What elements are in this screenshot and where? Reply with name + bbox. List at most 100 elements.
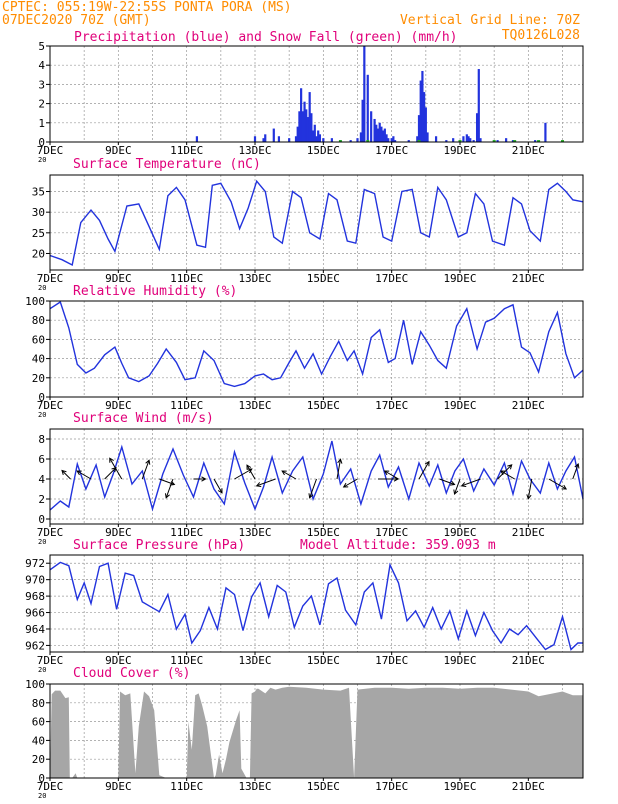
snow-bar xyxy=(458,140,462,142)
x-tick-label: 11DEC xyxy=(170,526,203,539)
precip-bar xyxy=(264,134,267,142)
x-tick-label: 15DEC xyxy=(307,399,340,412)
wind-arrow-shaft xyxy=(461,478,481,487)
x-axis-year-label: 20 xyxy=(38,284,46,292)
precip-bar xyxy=(511,140,515,142)
precip-bar xyxy=(311,130,315,142)
x-tick-label: 11DEC xyxy=(170,272,203,285)
precip-bar xyxy=(462,136,465,142)
precip-bar xyxy=(195,136,199,142)
cloud-cover-area xyxy=(50,686,583,778)
x-tick-label: 17DEC xyxy=(375,144,408,157)
y-tick-label: 962 xyxy=(25,639,45,652)
x-tick-label: 9DEC xyxy=(105,526,132,539)
x-tick-label: 7DEC xyxy=(37,272,64,285)
x-axis-year-label: 20 xyxy=(38,156,46,164)
wind-arrow-shaft xyxy=(234,468,253,480)
precip-bar xyxy=(385,134,388,142)
precip-bar xyxy=(382,130,385,142)
x-tick-label: 19DEC xyxy=(443,399,476,412)
y-tick-label: 100 xyxy=(25,295,45,308)
precip-bar xyxy=(383,128,386,142)
wind-arrow-head xyxy=(217,488,223,494)
wind-arrow-head xyxy=(526,494,532,500)
x-tick-label: 15DEC xyxy=(307,780,340,793)
precip-bar xyxy=(359,132,363,142)
panel-frame xyxy=(49,174,584,271)
wind-arrow-shaft xyxy=(256,478,276,487)
panel-frame xyxy=(49,683,584,779)
precip-bar xyxy=(308,92,311,142)
wind-arrow-shaft xyxy=(548,478,567,490)
wind-arrow xyxy=(193,476,207,482)
precip-bar xyxy=(376,128,380,142)
snow-bar xyxy=(513,140,517,142)
precip-bar xyxy=(313,124,316,142)
wind-arrow xyxy=(572,462,580,480)
x-tick-label: 21DEC xyxy=(512,144,545,157)
wind-arrow-head xyxy=(76,470,82,476)
x-tick-label: 17DEC xyxy=(375,399,408,412)
precip-bar xyxy=(390,138,393,142)
x-tick-label: 21DEC xyxy=(512,272,545,285)
x-tick-label: 9DEC xyxy=(105,780,132,793)
panel-title: Relative Humidity (%) xyxy=(73,284,237,299)
wind-arrow-shaft xyxy=(165,478,174,498)
precip-bar xyxy=(534,140,537,142)
precip-bar xyxy=(477,69,480,142)
wind-arrow-shaft xyxy=(343,478,358,488)
wind-arrow-shaft xyxy=(572,463,579,480)
wind-arrow-shaft xyxy=(527,478,533,499)
wind-arrow xyxy=(308,478,317,499)
wind-arrow-shaft xyxy=(439,478,455,485)
snow-bar xyxy=(366,140,370,142)
wind-arrow-head xyxy=(507,464,513,470)
wind-arrow-head xyxy=(337,458,343,464)
y-tick-label: 968 xyxy=(25,590,45,603)
y-tick-label: 966 xyxy=(25,607,45,620)
wind-arrow-head xyxy=(201,476,207,482)
panel-temp: 20 25 30 35 7DEC 9DEC 11DEC 13DEC 15DEC 17DEC 19DE… xyxy=(32,157,584,292)
precip-bar xyxy=(419,80,422,142)
x-tick-label: 7DEC xyxy=(37,526,64,539)
y-tick-label: 2 xyxy=(38,493,45,506)
x-tick-label: 7DEC xyxy=(37,144,64,157)
wind-arrow-head xyxy=(460,482,467,488)
x-tick-label: 9DEC xyxy=(105,399,132,412)
precip-bar xyxy=(387,138,390,142)
y-tick-label: 964 xyxy=(25,623,45,636)
precip-bar xyxy=(298,111,301,142)
precip-bar xyxy=(380,126,383,142)
wind-arrow xyxy=(460,478,481,488)
wind-arrow xyxy=(76,470,92,480)
y-tick-label: 4 xyxy=(38,473,45,486)
x-tick-label: 9DEC xyxy=(105,654,132,667)
panel-frame xyxy=(49,554,584,653)
x-tick-label: 21DEC xyxy=(512,399,545,412)
wind-arrow-shaft xyxy=(418,461,430,480)
panel-title: Surface Wind (m/s) xyxy=(73,411,214,426)
x-tick-label: 7DEC xyxy=(37,399,64,412)
x-tick-label: 13DEC xyxy=(238,272,271,285)
panel-title: Cloud Cover (%) xyxy=(73,666,190,681)
precip-bar xyxy=(303,101,306,142)
x-tick-label: 19DEC xyxy=(443,272,476,285)
wind-arrow-head xyxy=(61,469,67,476)
x-tick-label: 21DEC xyxy=(512,526,545,539)
precip-bar xyxy=(272,128,275,142)
wind-arrow xyxy=(255,478,276,488)
wind-arrow-shaft xyxy=(109,457,123,480)
header-grid-note: Vertical Grid Line: 70Z xyxy=(400,13,580,28)
wind-arrow xyxy=(342,478,358,488)
y-tick-label: 5 xyxy=(38,40,45,53)
x-tick-label: 21DEC xyxy=(512,654,545,667)
x-tick-label: 11DEC xyxy=(170,144,203,157)
precip-bar xyxy=(373,118,376,142)
precip-bar xyxy=(306,117,310,142)
x-tick-label: 11DEC xyxy=(170,654,203,667)
precip-bar xyxy=(330,138,333,142)
precip-bar xyxy=(322,138,325,142)
header-code: TQ0126L028 xyxy=(502,28,580,43)
x-tick-label: 19DEC xyxy=(443,144,476,157)
